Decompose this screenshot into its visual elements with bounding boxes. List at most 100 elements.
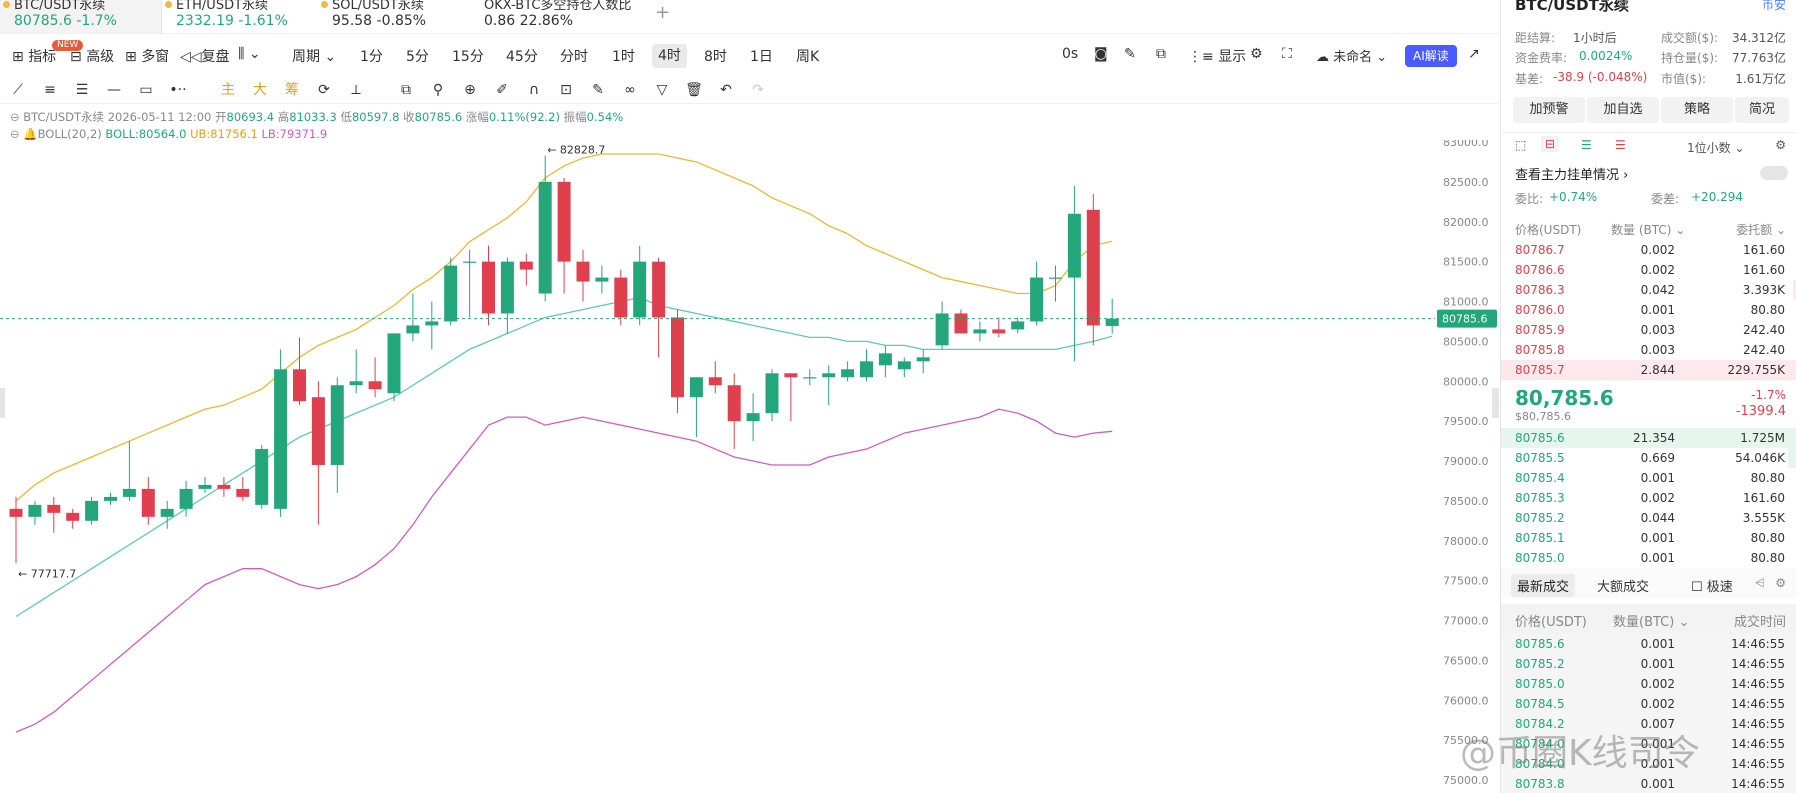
candle-up[interactable]: [765, 373, 779, 414]
add-watchlist-button[interactable]: 加自选: [1587, 97, 1659, 123]
tab-large-trades[interactable]: 大额成交: [1597, 580, 1650, 595]
interval-4h[interactable]: 4时: [652, 44, 687, 68]
interval-1m[interactable]: 1分: [360, 49, 383, 65]
candle-up[interactable]: [274, 369, 288, 509]
brush-icon[interactable]: ✐: [496, 82, 508, 98]
candle-up[interactable]: [822, 373, 836, 378]
candle-down[interactable]: [293, 369, 306, 402]
trades-settings-icon[interactable]: ⚙: [1775, 576, 1786, 590]
ask-row[interactable]: 80786.0 0.001 80.80: [1501, 300, 1796, 320]
ob-view-split-icon[interactable]: ⊟: [1541, 136, 1560, 152]
ask-row[interactable]: 80785.8 0.003 242.40: [1501, 340, 1796, 360]
collapse-icon[interactable]: ⊖: [10, 127, 20, 141]
refresh-icon[interactable]: ⟳: [318, 82, 330, 98]
bid-row[interactable]: 80785.6 21.354 1.725M: [1501, 428, 1796, 448]
measure-icon[interactable]: ⟂: [351, 82, 361, 98]
share-icon[interactable]: ⧉: [1156, 46, 1166, 62]
ask-row[interactable]: 80786.3 0.042 3.393K: [1501, 280, 1796, 300]
undo-icon[interactable]: ↶: [720, 82, 732, 98]
candle-up[interactable]: [104, 496, 117, 501]
zoom-icon[interactable]: ⊕: [464, 82, 476, 98]
left-scroll-handle[interactable]: [0, 388, 5, 418]
pen-icon[interactable]: ✎: [1124, 46, 1136, 62]
candle-up[interactable]: [425, 321, 439, 326]
tab-ratio[interactable]: OKX-BTC多空持仓人数比 0.86 22.86%: [476, 0, 646, 34]
ob-view-bids-icon[interactable]: ☰: [1581, 138, 1592, 152]
chip-tool[interactable]: 筹: [285, 82, 299, 98]
settings-icon[interactable]: ⚙: [1250, 46, 1263, 62]
candle-down[interactable]: [614, 277, 628, 318]
candle-up[interactable]: [463, 261, 477, 263]
bid-row[interactable]: 80785.2 0.044 3.555K: [1501, 508, 1796, 528]
tab-btc[interactable]: BTC/USDT永续 80785.6 -1.7%: [0, 0, 162, 34]
interval-45m[interactable]: 45分: [506, 49, 538, 65]
parallel-lines-icon[interactable]: ☰: [75, 82, 89, 98]
candle-down[interactable]: [992, 329, 1006, 334]
bid-row[interactable]: 80785.3 0.002 161.60: [1501, 488, 1796, 508]
candle-up[interactable]: [1067, 213, 1081, 278]
candle-down[interactable]: [784, 373, 798, 378]
candle-down[interactable]: [519, 261, 533, 270]
candle-up[interactable]: [198, 484, 212, 489]
export-icon[interactable]: ↗: [1468, 46, 1480, 62]
period-dropdown[interactable]: 周期 ⌄: [292, 49, 337, 65]
candle-down[interactable]: [368, 381, 382, 390]
fullscreen-icon[interactable]: ⛶: [1282, 46, 1292, 62]
ob-view-asks-icon[interactable]: ☰: [1615, 138, 1626, 152]
candle-up[interactable]: [387, 333, 401, 394]
horizontal-lines-icon[interactable]: ≡: [44, 82, 56, 98]
candle-up[interactable]: [255, 449, 269, 505]
candle-up[interactable]: [897, 361, 911, 370]
depth-toggle[interactable]: [1760, 166, 1788, 180]
layout-dropdown[interactable]: ☁ 未命名 ⌄: [1316, 50, 1388, 65]
candle-down[interactable]: [9, 508, 23, 517]
big-tool[interactable]: 大: [253, 82, 267, 98]
ob-view-both-icon[interactable]: ⬚: [1515, 138, 1527, 152]
candle-down[interactable]: [557, 181, 571, 262]
tab-eth[interactable]: ETH/USDT永续 2332.19 -1.61%: [162, 0, 318, 34]
trash-icon[interactable]: 🗑: [685, 82, 703, 98]
candle-up[interactable]: [1011, 321, 1025, 330]
dot-line-icon[interactable]: •··: [169, 82, 187, 98]
candle-down[interactable]: [141, 488, 155, 517]
link-icon[interactable]: ⚲: [432, 82, 444, 98]
copy-icon[interactable]: ⧉: [401, 82, 411, 98]
multi-window-button[interactable]: ⊞ 多窗: [125, 49, 170, 65]
candle-down[interactable]: [236, 488, 250, 497]
kline-chart[interactable]: 83000.0 82500.0 82000.0 81500.0 81000.0 80500…: [0, 140, 1499, 793]
ray-icon[interactable]: —: [107, 82, 121, 98]
chart-type-button[interactable]: ⫼ ⌄: [238, 46, 261, 62]
redo-icon[interactable]: ↷: [752, 82, 764, 98]
ask-row[interactable]: 80786.6 0.002 161.60: [1501, 260, 1796, 280]
bid-row[interactable]: 80785.1 0.001 80.80: [1501, 528, 1796, 548]
exchange-link[interactable]: 币安: [1761, 0, 1786, 12]
ob-header-total[interactable]: 委托额 ⌄: [1736, 223, 1786, 237]
display-button[interactable]: ⋮≡ 显示: [1188, 49, 1247, 65]
depth-link[interactable]: 查看主力挂单情况 ›: [1515, 168, 1629, 183]
trades-filter-icon[interactable]: ⩤: [1755, 576, 1765, 590]
candle-down[interactable]: [47, 504, 61, 513]
interval-8h[interactable]: 8时: [704, 49, 727, 65]
trades-header-qty[interactable]: 数量(BTC) ⌄: [1613, 615, 1690, 630]
ob-settings-icon[interactable]: ⚙: [1775, 138, 1786, 152]
interval-15m[interactable]: 15分: [452, 49, 484, 65]
candle-up[interactable]: [878, 353, 892, 366]
main-tool[interactable]: 主: [221, 82, 235, 98]
candle-up[interactable]: [538, 181, 552, 294]
candle-up[interactable]: [179, 488, 193, 509]
indicator-button[interactable]: ⊞ 指标: [12, 49, 57, 65]
overview-button[interactable]: 简况: [1735, 97, 1789, 123]
replay-button[interactable]: ◁◁复盘: [180, 49, 230, 65]
chain-icon[interactable]: ∞: [624, 82, 636, 98]
candle-down[interactable]: [217, 484, 231, 489]
trend-line-icon[interactable]: ⟋: [13, 82, 23, 98]
bid-row[interactable]: 80785.0 0.001 80.80: [1501, 548, 1796, 568]
interval-5m[interactable]: 5分: [406, 49, 429, 65]
candle-up[interactable]: [803, 377, 817, 379]
add-alert-button[interactable]: 加预警: [1513, 97, 1585, 123]
candle-up[interactable]: [1105, 318, 1119, 326]
interval-1d[interactable]: 1日: [750, 49, 773, 65]
rectangle-icon[interactable]: ▭: [139, 82, 153, 98]
candle-down[interactable]: [482, 261, 495, 314]
chart-canvas[interactable]: 83000.0 82500.0 82000.0 81500.0 81000.0 80500…: [0, 140, 1499, 793]
